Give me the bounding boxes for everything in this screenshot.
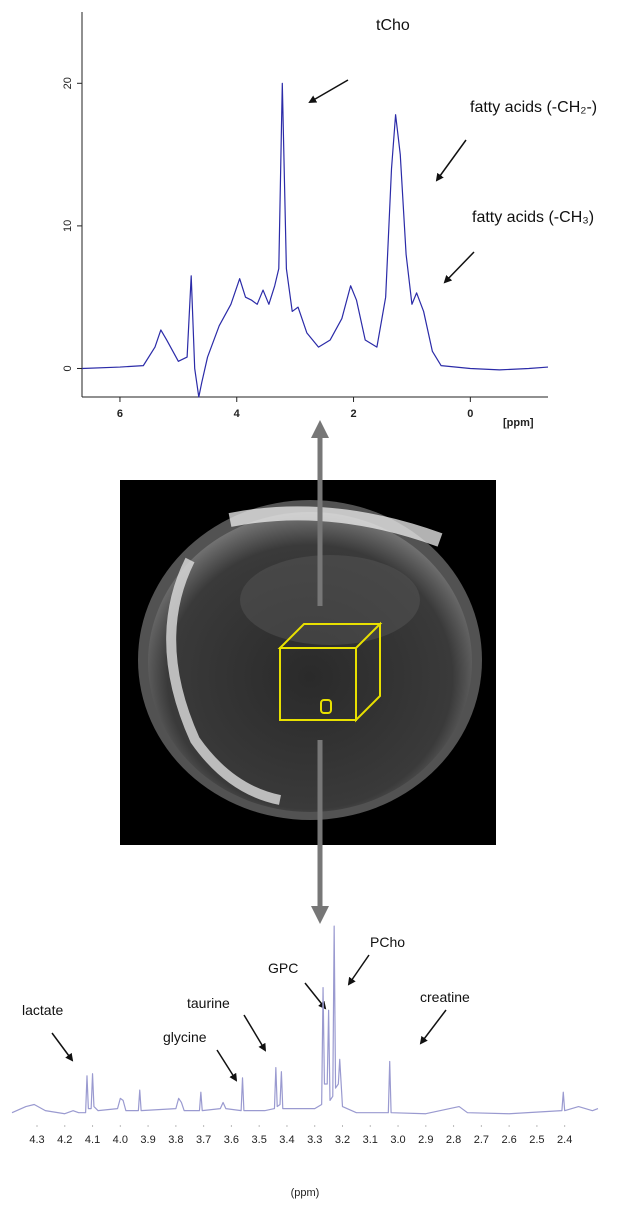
x-tick-label: 2.8: [446, 1134, 461, 1146]
x-tick-label: 3.6: [224, 1134, 239, 1146]
x-tick-label: 3.0: [390, 1134, 405, 1146]
annotation: lactate: [22, 1002, 63, 1018]
x-tick-label: 3.8: [168, 1134, 183, 1146]
spectrum-line: [81, 82, 549, 398]
x-tick-label: 3.1: [363, 1134, 378, 1146]
x-tick-label: 4.2: [57, 1134, 72, 1146]
x-tick-label: 2.7: [474, 1134, 489, 1146]
x-tick-label: 4.3: [29, 1134, 44, 1146]
annotation: tCho: [376, 17, 410, 34]
arrow: [51, 1032, 74, 1062]
arrow-head: [311, 420, 329, 438]
x-tick-label: 3.3: [307, 1134, 322, 1146]
arrow: [243, 1014, 267, 1052]
x-tick-label: 4.0: [113, 1134, 128, 1146]
y-tick-label: 10: [62, 220, 74, 232]
spectrum-line: [11, 925, 599, 1115]
arrow: [216, 1049, 238, 1082]
x-tick-label: 2.9: [418, 1134, 433, 1146]
x-tick-label: 4: [234, 408, 241, 420]
x-tick-label: 4.1: [85, 1134, 100, 1146]
x-tick-label: 3.5: [252, 1134, 267, 1146]
x-tick-label: 2.5: [529, 1134, 544, 1146]
annotation: creatine: [420, 989, 470, 1005]
x-tick-label: 3.4: [279, 1134, 294, 1146]
annotation: fatty acids (-CH₂-): [470, 99, 597, 116]
x-tick-label: 2.4: [557, 1134, 572, 1146]
x-tick-label: 3.7: [196, 1134, 211, 1146]
x-tick-label: 2: [350, 408, 356, 420]
arrow: [308, 79, 349, 104]
arrow: [443, 251, 475, 284]
arrow-head: [311, 906, 329, 924]
y-tick-label: 20: [62, 77, 74, 89]
x-axis-label: (ppm): [291, 1187, 320, 1199]
annotation: fatty acids (-CH₃): [472, 209, 594, 226]
annotation: PCho: [370, 934, 405, 950]
x-tick-label: 2.6: [501, 1134, 516, 1146]
arrow: [419, 1009, 447, 1045]
arrow: [304, 982, 327, 1010]
x-axis-label: [ppm]: [503, 417, 534, 429]
arrow: [435, 139, 467, 182]
annotation: glycine: [163, 1029, 207, 1045]
arrow: [347, 954, 370, 986]
mri-image: [120, 480, 496, 845]
x-tick-label: 6: [117, 408, 123, 420]
y-tick-label: 0: [62, 365, 74, 371]
x-tick-label: 0: [467, 408, 473, 420]
annotation: taurine: [187, 995, 230, 1011]
annotation: GPC: [268, 960, 298, 976]
x-tick-label: 3.9: [140, 1134, 155, 1146]
x-tick-label: 3.2: [335, 1134, 350, 1146]
